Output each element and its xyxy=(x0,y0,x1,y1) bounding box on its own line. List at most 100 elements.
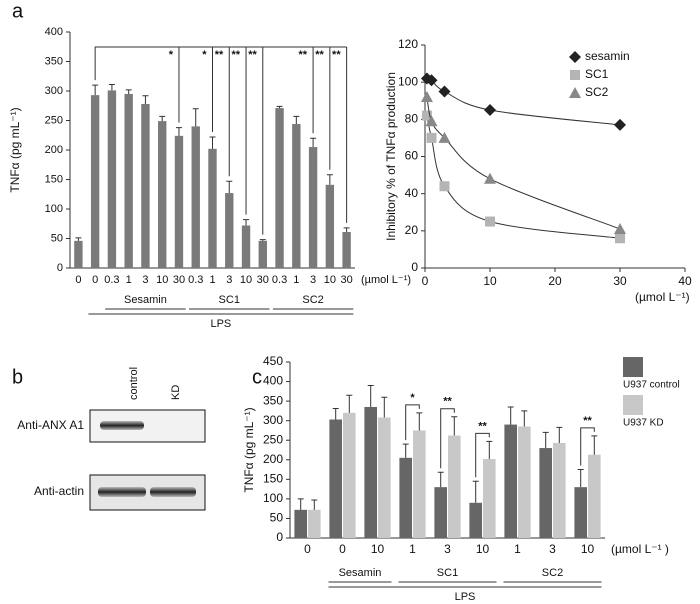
y-tick-label: 200 xyxy=(45,144,63,156)
marker xyxy=(485,216,495,227)
significance-label: ** xyxy=(299,49,308,61)
marker xyxy=(439,181,450,192)
x-tick-label: 10 xyxy=(324,274,336,286)
error-bar xyxy=(159,115,166,122)
marker xyxy=(484,104,496,117)
error-bar xyxy=(367,384,374,407)
bar xyxy=(329,419,342,538)
bar xyxy=(504,424,517,538)
blot-band xyxy=(150,487,196,497)
x-tick-label: 3 xyxy=(226,274,232,286)
panel-label: b xyxy=(12,366,23,388)
error-bar xyxy=(346,394,353,413)
error-bar xyxy=(125,89,132,94)
y-tick-label: 400 xyxy=(263,374,283,388)
error-bar xyxy=(192,108,199,127)
y-tick-label: 0 xyxy=(411,260,418,274)
bar xyxy=(124,93,133,268)
x-tick-label: 10 xyxy=(476,542,490,556)
y-axis-label: TNFα (pg mL⁻¹) xyxy=(8,107,22,192)
bar xyxy=(74,240,83,268)
x-tick-label: 3 xyxy=(142,274,148,286)
y-tick-label: 40 xyxy=(405,186,419,200)
bar xyxy=(308,147,318,268)
legend-marker xyxy=(570,70,580,80)
group-label: LPS xyxy=(455,591,476,603)
x-tick-label: 0.3 xyxy=(188,274,203,286)
x-tick-label: 0 xyxy=(339,542,346,556)
error-bar xyxy=(326,174,333,185)
bar xyxy=(174,135,184,268)
error-bar xyxy=(108,84,115,91)
unit-label: (µmol L⁻¹) xyxy=(361,274,411,286)
error-bar xyxy=(451,416,458,436)
significance-bracket xyxy=(405,404,420,441)
error-bar xyxy=(416,412,423,431)
error-bar xyxy=(92,84,99,96)
y-tick-label: 0 xyxy=(57,262,63,274)
bar xyxy=(141,103,150,268)
trend-line xyxy=(426,115,621,239)
significance-label: ** xyxy=(478,420,487,432)
x-tick-label: 30 xyxy=(340,274,352,286)
error-bar xyxy=(226,180,233,194)
significance-label: * xyxy=(410,392,415,404)
y-tick-label: 60 xyxy=(405,149,419,163)
significance-bracket xyxy=(580,427,595,466)
x-tick-label: 30 xyxy=(613,274,627,288)
x-tick-label: 10 xyxy=(581,542,595,556)
legend-label: U937 KD xyxy=(623,418,664,429)
bar xyxy=(574,487,587,538)
y-tick-label: 100 xyxy=(263,491,283,505)
group-label: Sesamin xyxy=(124,294,167,306)
marker xyxy=(614,118,626,131)
bar xyxy=(343,412,356,538)
error-bar xyxy=(243,219,250,226)
x-tick-label: 0.3 xyxy=(272,274,287,286)
error-bar xyxy=(437,471,444,488)
marker xyxy=(438,131,451,143)
bar xyxy=(241,225,251,268)
x-tick-label: 10 xyxy=(240,274,252,286)
marker xyxy=(425,115,438,127)
significance-label: ** xyxy=(315,49,324,61)
x-tick-label: 3 xyxy=(310,274,316,286)
x-tick-label: 1 xyxy=(409,542,416,556)
x-tick-label: 3 xyxy=(444,542,451,556)
y-tick-label: 50 xyxy=(51,232,63,244)
bar xyxy=(469,502,482,538)
lane-label: control xyxy=(128,367,140,400)
x-tick-label: 0 xyxy=(422,274,429,288)
panel-label: c xyxy=(252,366,262,388)
error-bar xyxy=(259,239,266,241)
error-bar xyxy=(142,95,149,104)
x-tick-label: 10 xyxy=(371,542,385,556)
error-bar xyxy=(175,127,182,136)
significance-label: ** xyxy=(231,49,240,61)
significance-bracket xyxy=(94,46,347,81)
error-bar xyxy=(297,498,304,510)
bar xyxy=(399,457,412,538)
marker xyxy=(420,91,433,103)
marker xyxy=(615,233,625,244)
x-tick-label: 0.3 xyxy=(104,274,119,286)
legend-swatch xyxy=(623,357,643,377)
y-axis-label: Inhibitory % of TNFα production xyxy=(384,72,398,241)
error-bar xyxy=(402,443,409,458)
marker xyxy=(421,110,432,121)
significance-label: ** xyxy=(443,396,452,408)
legend-marker xyxy=(569,87,581,98)
bar xyxy=(553,442,566,538)
bar xyxy=(275,108,284,268)
bar xyxy=(448,435,461,538)
y-tick-label: 200 xyxy=(263,452,283,466)
bar xyxy=(378,417,391,538)
legend-label: SC1 xyxy=(585,67,609,81)
x-tick-label: 1 xyxy=(293,274,299,286)
error-bar xyxy=(577,469,584,488)
group-label: SC2 xyxy=(302,294,323,306)
y-tick-label: 0 xyxy=(276,530,283,544)
bar xyxy=(483,458,496,538)
legend-label: U937 control xyxy=(623,380,680,391)
error-bar xyxy=(507,406,514,425)
